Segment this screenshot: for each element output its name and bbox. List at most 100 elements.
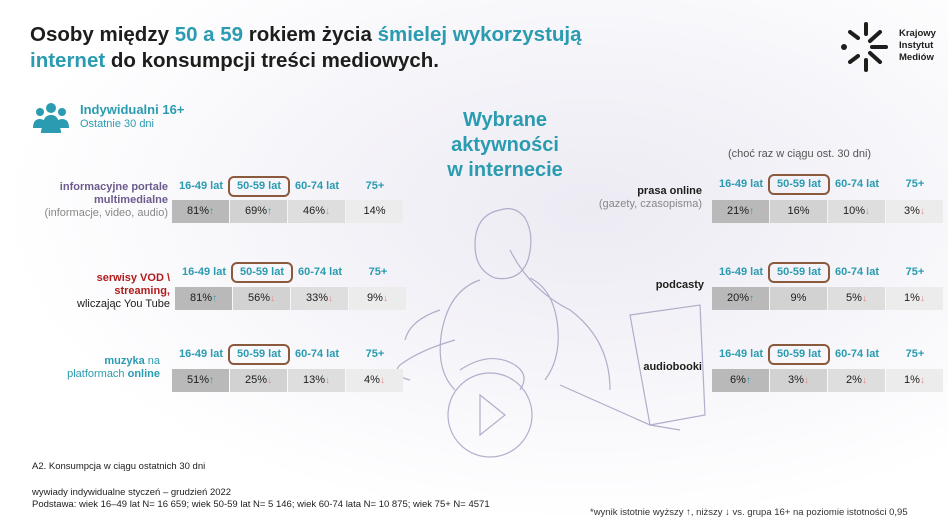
value-cell: 13%↓: [288, 369, 345, 392]
center-title: Wybrane aktywności w internecie: [420, 108, 590, 183]
age-header: 75+: [905, 348, 925, 360]
arrow-up-icon: ↑: [209, 375, 215, 386]
value-cell: 81%↑: [172, 200, 229, 223]
period-note: (choć raz w ciągu ost. 30 dni): [728, 148, 872, 160]
age-header: 16-49 lat: [178, 180, 224, 192]
arrow-down-icon: ↓: [861, 293, 867, 304]
title-text: rokiem życia: [243, 23, 378, 46]
value-text: 16%: [787, 205, 810, 217]
value-text: 9%: [790, 292, 807, 304]
value-cell: 5%↓: [828, 287, 885, 310]
title-text: Osoby między: [30, 23, 175, 46]
value-cell: 14%: [346, 200, 403, 223]
value-cell: 3%↓: [770, 369, 827, 392]
activity-label: serwisy VOD \ streaming, wliczając You Tu…: [40, 272, 170, 311]
arrow-down-icon: ↓: [382, 293, 388, 304]
activity-label-sub: wliczając You Tube: [77, 298, 170, 310]
arrow-down-icon: ↓: [325, 375, 331, 386]
value-cell: 56%↓: [233, 287, 290, 310]
title-text: do konsumpcji treści mediowych.: [105, 49, 439, 72]
age-header: 60-74 lat: [834, 266, 880, 278]
value-cell: 33%↓: [291, 287, 348, 310]
age-header: 75+: [905, 266, 925, 278]
value-cell: 20%↑: [712, 287, 769, 310]
age-header: 50-59 lat: [768, 344, 830, 365]
value-cell: 1%↓: [886, 287, 943, 310]
age-header: 60-74 lat: [834, 178, 880, 190]
age-header: 50-59 lat: [228, 176, 290, 197]
title-highlight-age: 50 a 59: [174, 23, 244, 46]
value-text: 25%: [244, 374, 268, 386]
activity-label-main: muzyka: [104, 355, 145, 367]
value-text: 10%: [842, 205, 866, 217]
value-text: 3%: [788, 374, 804, 386]
title-highlight-internet: internet: [30, 49, 106, 72]
arrow-down-icon: ↓: [379, 375, 385, 386]
arrow-down-icon: ↓: [803, 375, 809, 386]
age-header: 16-49 lat: [718, 348, 764, 360]
value-text: 81%: [189, 292, 213, 304]
activity-label-mid: na: [144, 355, 160, 367]
value-text: 1%: [904, 292, 920, 304]
value-text: 46%: [302, 205, 326, 217]
activity-label-sub: (informacje, video, audio): [44, 207, 168, 219]
value-cell: 9%: [770, 287, 827, 310]
activity-label-sub-bold: online: [127, 368, 160, 380]
value-cell: 16%: [770, 200, 827, 223]
value-cell: 6%↑: [712, 369, 769, 392]
logo-line: Instytut: [899, 40, 934, 51]
value-cell: 10%↓: [828, 200, 885, 223]
center-title-line: aktywności: [451, 134, 559, 156]
value-text: 21%: [726, 205, 750, 217]
page-title: Osoby między 50 a 59 rokiem życia śmiele…: [30, 22, 650, 74]
value-cell: 3%↓: [886, 200, 943, 223]
arrow-down-icon: ↓: [861, 375, 867, 386]
value-text: 56%: [247, 292, 271, 304]
value-text: 2%: [846, 374, 862, 386]
value-cell: 25%↓: [230, 369, 287, 392]
age-header: 50-59 lat: [768, 174, 830, 195]
value-cell: 1%↓: [886, 369, 943, 392]
arrow-down-icon: ↓: [919, 206, 925, 217]
value-text: 51%: [186, 374, 210, 386]
age-header: 75+: [365, 180, 385, 192]
value-cell: 9%↓: [349, 287, 406, 310]
significance-note: *wynik istotnie wyższy ↑, niższy ↓ vs. g…: [590, 507, 908, 518]
age-header: 75+: [905, 178, 925, 190]
age-header: 16-49 lat: [178, 348, 224, 360]
base-note: Podstawa: wiek 16–49 lat N= 16 659; wiek…: [32, 499, 490, 510]
value-text: 4%: [364, 374, 380, 386]
method-note: wywiady indywidualne styczeń – grudzień …: [32, 487, 232, 498]
arrow-up-icon: ↑: [745, 375, 751, 386]
age-header: 16-49 lat: [181, 266, 227, 278]
value-text: 33%: [305, 292, 329, 304]
value-text: 1%: [904, 374, 920, 386]
activity-label: informacyjne portale multimedialne (infor…: [40, 181, 168, 220]
arrow-down-icon: ↓: [328, 293, 334, 304]
person-laptop-sketch-icon: [396, 208, 706, 458]
activity-label-main: podcasty: [655, 279, 704, 291]
age-header: 50-59 lat: [768, 262, 830, 283]
kim-logo-icon: [841, 22, 888, 72]
activity-label: podcasty: [590, 279, 704, 292]
age-header: 60-74 lat: [294, 348, 340, 360]
value-text: 13%: [302, 374, 326, 386]
arrow-down-icon: ↓: [267, 375, 273, 386]
value-text: 14%: [363, 205, 386, 217]
age-header: 60-74 lat: [834, 348, 880, 360]
activity-label-main: prasa online: [637, 185, 702, 197]
value-cell: 69%↑: [230, 200, 287, 223]
logo-text: Krajowy Instytut Mediów: [899, 28, 936, 64]
value-text: 5%: [846, 292, 862, 304]
arrow-down-icon: ↓: [919, 293, 925, 304]
age-header: 16-49 lat: [718, 266, 764, 278]
logo-line: Mediów: [899, 52, 934, 63]
arrow-down-icon: ↓: [270, 293, 276, 304]
arrow-down-icon: ↓: [325, 206, 331, 217]
activity-label: audiobooki: [590, 361, 702, 374]
people-group-icon: [33, 103, 69, 133]
value-text: 3%: [904, 205, 920, 217]
arrow-down-icon: ↓: [865, 206, 871, 217]
value-cell: 21%↑: [712, 200, 769, 223]
value-text: 20%: [726, 292, 750, 304]
